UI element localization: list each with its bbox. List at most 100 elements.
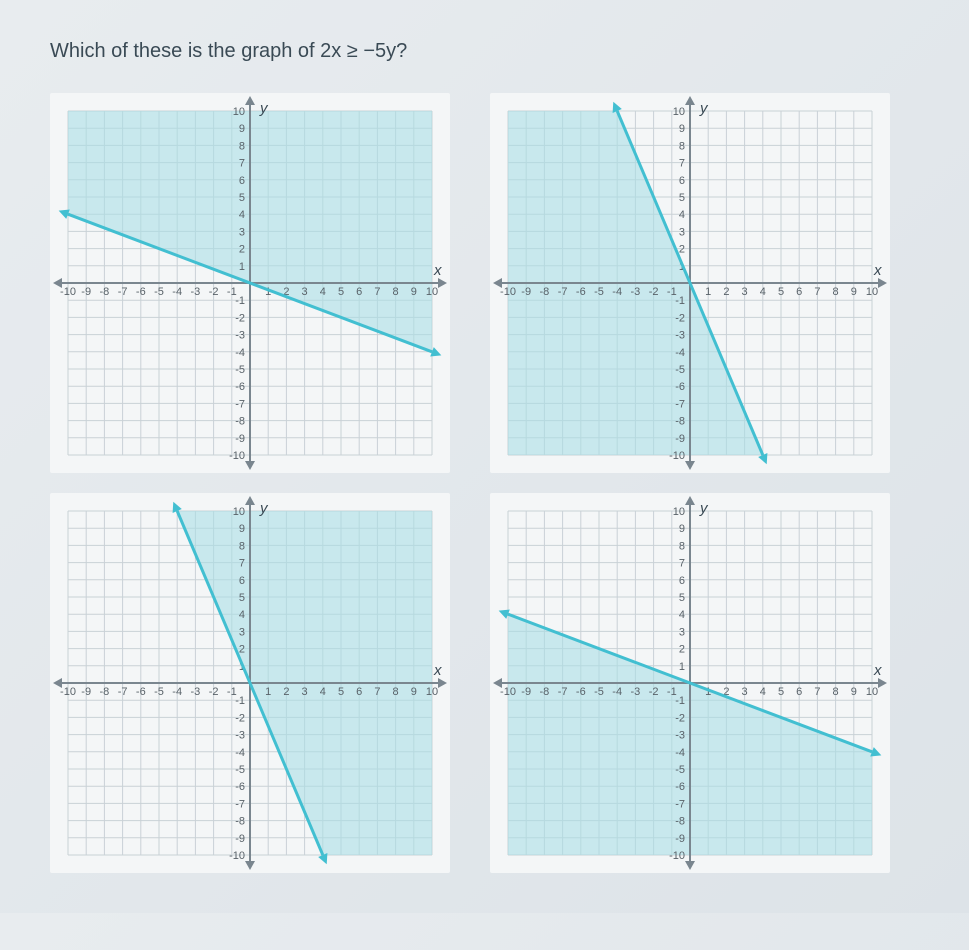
svg-text:1: 1: [265, 686, 271, 698]
svg-text:-4: -4: [675, 347, 685, 359]
svg-text:-3: -3: [191, 686, 201, 698]
svg-text:8: 8: [833, 686, 839, 698]
svg-text:-6: -6: [675, 781, 685, 793]
x-axis-label: x: [433, 662, 442, 679]
x-axis-label: x: [873, 662, 882, 679]
svg-text:1: 1: [705, 286, 711, 298]
svg-text:8: 8: [679, 140, 685, 152]
svg-text:4: 4: [239, 609, 245, 621]
x-axis-label: x: [433, 262, 442, 279]
svg-text:8: 8: [239, 140, 245, 152]
svg-text:9: 9: [239, 523, 245, 535]
svg-text:-3: -3: [675, 330, 685, 342]
svg-text:6: 6: [796, 686, 802, 698]
svg-text:7: 7: [814, 286, 820, 298]
svg-text:-9: -9: [675, 833, 685, 845]
svg-text:-1: -1: [675, 695, 685, 707]
svg-text:-10: -10: [229, 450, 245, 462]
svg-text:5: 5: [679, 192, 685, 204]
svg-text:-9: -9: [521, 686, 531, 698]
svg-text:4: 4: [679, 609, 685, 621]
chart-option-c[interactable]: -10-9-8-7-6-5-4-3-2-112345678910-10-9-8-…: [50, 493, 450, 873]
svg-text:-3: -3: [631, 286, 641, 298]
svg-text:-4: -4: [612, 286, 622, 298]
svg-text:2: 2: [723, 286, 729, 298]
svg-text:8: 8: [679, 540, 685, 552]
svg-text:7: 7: [679, 558, 685, 570]
svg-text:6: 6: [356, 286, 362, 298]
svg-text:-6: -6: [576, 686, 586, 698]
x-axis-label: x: [873, 262, 882, 279]
chart-grid: -10-9-8-7-6-5-4-3-2-112345678910-10-9-8-…: [50, 93, 910, 873]
svg-text:-6: -6: [136, 686, 146, 698]
svg-text:-8: -8: [675, 816, 685, 828]
svg-text:8: 8: [833, 286, 839, 298]
svg-text:10: 10: [426, 286, 438, 298]
svg-text:-3: -3: [235, 730, 245, 742]
svg-text:-9: -9: [521, 286, 531, 298]
svg-text:10: 10: [866, 286, 878, 298]
svg-text:-8: -8: [540, 286, 550, 298]
svg-text:-3: -3: [235, 330, 245, 342]
svg-text:10: 10: [233, 106, 245, 118]
svg-text:-9: -9: [81, 286, 91, 298]
svg-text:1: 1: [239, 261, 245, 273]
svg-text:10: 10: [673, 506, 685, 518]
svg-text:-2: -2: [649, 686, 659, 698]
svg-text:8: 8: [393, 286, 399, 298]
svg-text:3: 3: [742, 686, 748, 698]
svg-text:7: 7: [239, 558, 245, 570]
svg-text:3: 3: [239, 226, 245, 238]
svg-text:-10: -10: [60, 286, 76, 298]
svg-text:-2: -2: [675, 712, 685, 724]
chart-option-b[interactable]: -10-9-8-7-6-5-4-3-2-112345678910-10-9-8-…: [490, 93, 890, 473]
svg-text:-2: -2: [235, 712, 245, 724]
svg-text:3: 3: [302, 286, 308, 298]
svg-text:-5: -5: [594, 686, 604, 698]
svg-text:-3: -3: [675, 730, 685, 742]
svg-text:-2: -2: [209, 286, 219, 298]
svg-text:-1: -1: [235, 295, 245, 307]
svg-text:4: 4: [760, 686, 766, 698]
svg-text:-3: -3: [191, 286, 201, 298]
svg-text:-6: -6: [136, 286, 146, 298]
svg-text:-8: -8: [540, 686, 550, 698]
svg-text:3: 3: [742, 286, 748, 298]
svg-text:3: 3: [679, 226, 685, 238]
svg-text:-5: -5: [675, 364, 685, 376]
svg-text:-4: -4: [612, 686, 622, 698]
svg-text:5: 5: [679, 592, 685, 604]
svg-text:-10: -10: [229, 850, 245, 862]
svg-text:9: 9: [239, 123, 245, 135]
svg-text:9: 9: [411, 286, 417, 298]
svg-text:9: 9: [411, 686, 417, 698]
svg-text:9: 9: [679, 123, 685, 135]
svg-text:7: 7: [374, 686, 380, 698]
svg-text:6: 6: [796, 286, 802, 298]
question-text: Which of these is the graph of 2x ≥ −5y?: [50, 40, 919, 63]
svg-text:8: 8: [239, 540, 245, 552]
svg-text:-4: -4: [172, 686, 182, 698]
svg-text:6: 6: [356, 686, 362, 698]
svg-text:-2: -2: [649, 286, 659, 298]
svg-text:-3: -3: [631, 686, 641, 698]
chart-option-d[interactable]: -10-9-8-7-6-5-4-3-2-112345678910-10-9-8-…: [490, 493, 890, 873]
svg-text:-10: -10: [500, 286, 516, 298]
svg-text:-8: -8: [235, 416, 245, 428]
chart-option-a[interactable]: -10-9-8-7-6-5-4-3-2-112345678910-10-9-8-…: [50, 93, 450, 473]
svg-text:-10: -10: [669, 450, 685, 462]
svg-text:2: 2: [679, 244, 685, 256]
svg-text:-5: -5: [154, 686, 164, 698]
svg-text:-5: -5: [235, 764, 245, 776]
svg-text:9: 9: [851, 286, 857, 298]
svg-text:4: 4: [320, 686, 326, 698]
svg-text:4: 4: [320, 286, 326, 298]
svg-text:6: 6: [679, 575, 685, 587]
svg-text:5: 5: [778, 686, 784, 698]
svg-text:-5: -5: [154, 286, 164, 298]
svg-text:9: 9: [679, 523, 685, 535]
svg-text:3: 3: [302, 686, 308, 698]
svg-text:2: 2: [283, 686, 289, 698]
svg-text:3: 3: [239, 626, 245, 638]
svg-text:5: 5: [778, 286, 784, 298]
